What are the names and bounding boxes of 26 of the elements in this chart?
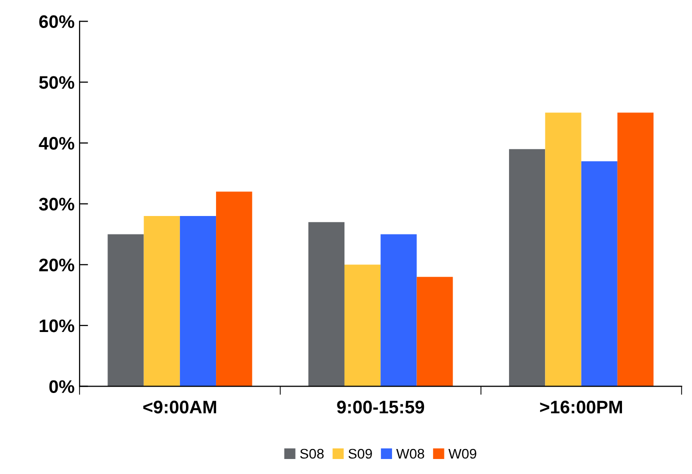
- legend-label: W09: [448, 448, 476, 459]
- y-tick-label: 0%: [49, 380, 74, 394]
- bar: [180, 216, 216, 386]
- bar: [144, 216, 180, 386]
- legend-label: W08: [396, 448, 424, 459]
- bar: [617, 112, 654, 386]
- x-tick-label: <9:00AM: [143, 400, 216, 414]
- bar: [380, 234, 417, 386]
- bar: [416, 276, 453, 386]
- legend-label: S09: [348, 448, 372, 459]
- x-tick-label: 9:00-15:59: [337, 400, 424, 414]
- y-tick-label: 60%: [39, 15, 74, 28]
- bar: [581, 161, 618, 386]
- bar: [344, 264, 381, 386]
- y-tick-label: 40%: [38, 136, 74, 150]
- bar: [108, 234, 144, 386]
- y-tick-label: 30%: [38, 198, 74, 211]
- bar: [545, 112, 582, 386]
- y-tick-label: 10%: [40, 319, 74, 332]
- bar: [308, 222, 344, 386]
- legend-label: S08: [300, 448, 324, 459]
- y-tick-label: 20%: [39, 258, 74, 272]
- y-tick-label: 50%: [39, 76, 74, 89]
- bar: [509, 149, 546, 386]
- x-tick-label: >16:00PM: [540, 400, 622, 414]
- bar: [216, 192, 252, 386]
